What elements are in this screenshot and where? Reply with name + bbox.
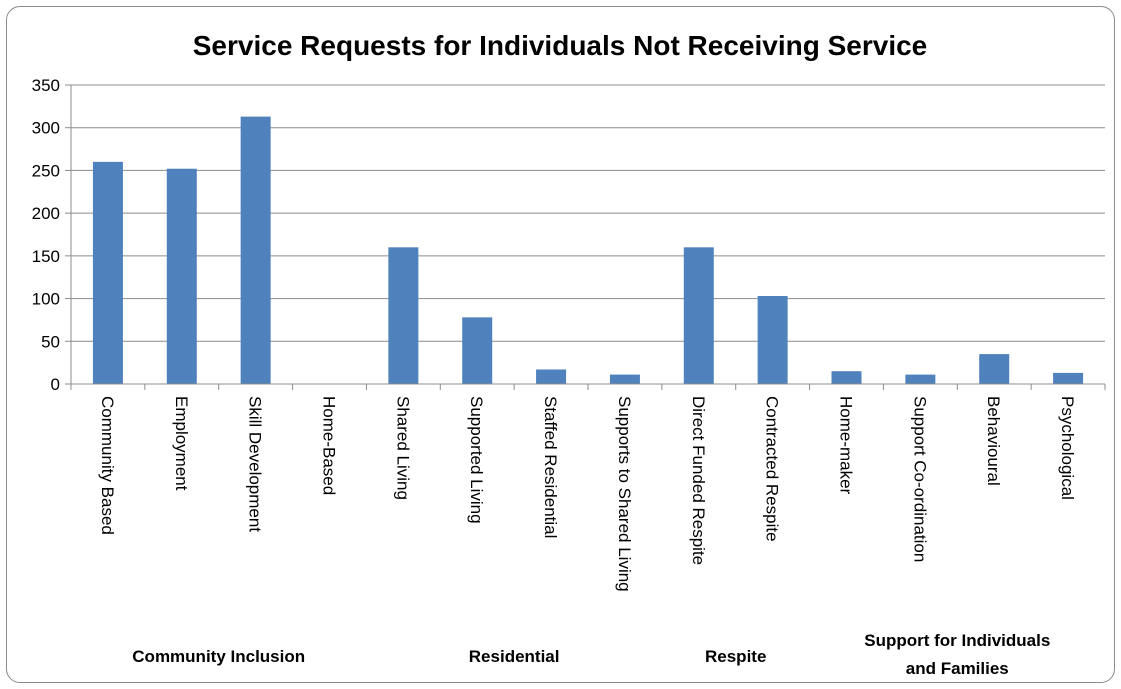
x-category-label: Behavioural: [984, 396, 1003, 486]
chart-title: Service Requests for Individuals Not Rec…: [193, 30, 928, 61]
bar: [979, 354, 1010, 384]
group-label: Respite: [705, 647, 766, 666]
y-tick-label: 350: [32, 76, 60, 95]
group-label: Support for Individuals: [864, 631, 1050, 650]
gridlines: [71, 84, 1105, 342]
bar: [757, 296, 788, 384]
bar: [92, 161, 123, 384]
bar: [462, 317, 493, 384]
bar: [683, 247, 714, 384]
y-tick-label: 300: [32, 119, 60, 138]
x-category-label: Shared Living: [393, 396, 412, 500]
group-label: and Families: [906, 659, 1009, 678]
bar: [388, 247, 419, 384]
bar: [1053, 372, 1084, 384]
y-tick-label: 0: [51, 375, 60, 394]
x-category-label: Psychological: [1058, 396, 1077, 500]
x-category-label: Support Co-ordination: [910, 396, 929, 562]
y-tick-label: 250: [32, 161, 60, 180]
y-tick-label: 100: [32, 290, 60, 309]
y-tick-label: 150: [32, 247, 60, 266]
bars: [92, 116, 1084, 384]
x-category-label: Community Based: [98, 396, 117, 535]
x-category-label: Contracted Respite: [763, 396, 782, 542]
group-label: Residential: [469, 647, 560, 666]
bar: [536, 369, 567, 384]
x-category-labels: Community Based Employment Skill Developme…: [98, 396, 1077, 592]
y-tick-label: 50: [41, 332, 60, 351]
group-label: Community Inclusion: [132, 647, 305, 666]
y-tick-labels: 0 50 100 150 200 250 300 350: [32, 76, 60, 394]
bar: [831, 371, 862, 384]
x-category-label: Supports to Shared Living: [615, 396, 634, 592]
x-category-label: Home-maker: [837, 396, 856, 495]
bar: [166, 168, 197, 384]
x-category-label: Direct Funded Respite: [689, 396, 708, 565]
y-tick-label: 200: [32, 204, 60, 223]
x-category-label: Supported Living: [467, 396, 486, 524]
axes: [65, 84, 1106, 390]
x-category-label: Skill Development: [246, 396, 265, 532]
x-category-label: Staffed Residential: [541, 396, 560, 538]
group-labels: Community Inclusion Residential Respite Sup…: [132, 631, 1050, 678]
bar: [609, 374, 640, 384]
x-category-label: Home-Based: [320, 396, 339, 495]
bar: [240, 116, 271, 384]
x-category-label: Employment: [172, 396, 191, 491]
bar: [905, 374, 936, 384]
